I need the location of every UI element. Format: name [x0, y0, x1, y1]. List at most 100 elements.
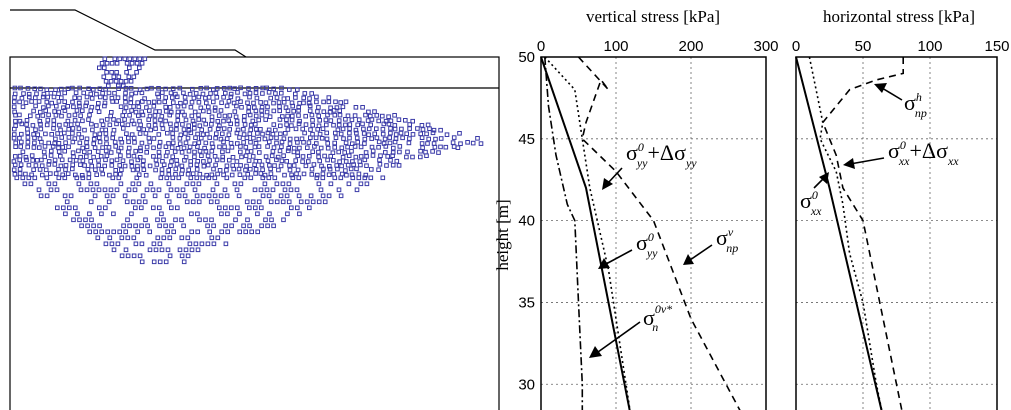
particle [438, 136, 444, 141]
particle [282, 172, 287, 178]
particle [126, 74, 132, 80]
particle [144, 150, 149, 155]
particle [132, 56, 138, 62]
particle [431, 141, 437, 146]
particle [309, 166, 315, 172]
particle [125, 217, 130, 223]
particle [347, 126, 352, 131]
particle [103, 148, 109, 154]
particle [388, 126, 393, 131]
particle [170, 175, 176, 181]
particle [322, 199, 328, 205]
particle [212, 175, 218, 181]
particle [272, 163, 277, 168]
particle [87, 229, 93, 235]
particle [128, 100, 133, 106]
particle [70, 126, 76, 131]
particle [335, 166, 340, 172]
particle [331, 108, 337, 113]
particle [353, 154, 359, 160]
annotation-snph: σh np [874, 83, 927, 120]
particle [174, 122, 179, 128]
particle [201, 117, 207, 123]
particle [212, 105, 218, 111]
particle [362, 175, 368, 181]
particle [76, 148, 81, 154]
series-horizontal [795, 56, 905, 410]
particle [159, 211, 164, 217]
particle [285, 211, 290, 217]
particle [295, 140, 300, 145]
particle [116, 74, 122, 80]
particle [101, 74, 107, 80]
particle [241, 127, 246, 132]
particle [44, 175, 50, 181]
particle [190, 181, 196, 187]
series-line-v-dashed [577, 56, 741, 410]
particle [427, 126, 432, 132]
particle [196, 100, 202, 105]
particle [229, 145, 235, 150]
particle [164, 175, 170, 181]
particle [316, 199, 322, 205]
particle [80, 175, 86, 181]
annotation-sub: xx [810, 204, 822, 218]
particle [444, 132, 450, 137]
particle [118, 79, 124, 84]
particle [49, 100, 55, 106]
particle [195, 229, 200, 235]
x-tick-label: 50 [855, 38, 872, 55]
particle [141, 167, 147, 172]
particle [324, 136, 330, 142]
particle [390, 153, 395, 158]
particle [383, 144, 389, 149]
particle [224, 163, 230, 169]
particle [140, 193, 146, 199]
particle [201, 108, 206, 114]
particle [119, 253, 125, 259]
particle [358, 144, 364, 150]
particle [229, 205, 234, 211]
particle [200, 175, 206, 181]
particle [192, 154, 197, 160]
particle [207, 135, 212, 140]
particle [158, 175, 164, 181]
particle [470, 140, 476, 146]
particle [118, 181, 124, 187]
particle [195, 211, 200, 217]
particle [144, 187, 150, 193]
particle [89, 96, 95, 101]
particle [59, 95, 64, 101]
particle [300, 154, 306, 159]
particle [369, 136, 374, 141]
series-line-v-solid [540, 56, 631, 410]
particle [171, 229, 176, 235]
particle [91, 87, 96, 92]
particle [91, 141, 97, 146]
particle [347, 122, 353, 127]
particle [302, 130, 307, 136]
particle [349, 117, 355, 123]
particle [156, 187, 162, 193]
particle [11, 135, 17, 141]
particle [369, 117, 375, 122]
particle [438, 127, 443, 133]
annotation-sup: 0 [638, 140, 644, 154]
particle [308, 127, 313, 132]
particle [165, 229, 170, 235]
particle [11, 167, 17, 173]
particle [134, 70, 139, 75]
particle [54, 103, 59, 109]
particle [86, 171, 92, 177]
particle [338, 131, 344, 137]
particle [276, 100, 282, 105]
particle [135, 157, 141, 163]
particle [350, 141, 355, 146]
particle [207, 158, 212, 163]
particle [33, 95, 38, 101]
particle [325, 157, 330, 163]
particle [38, 126, 44, 132]
particle [173, 172, 178, 177]
